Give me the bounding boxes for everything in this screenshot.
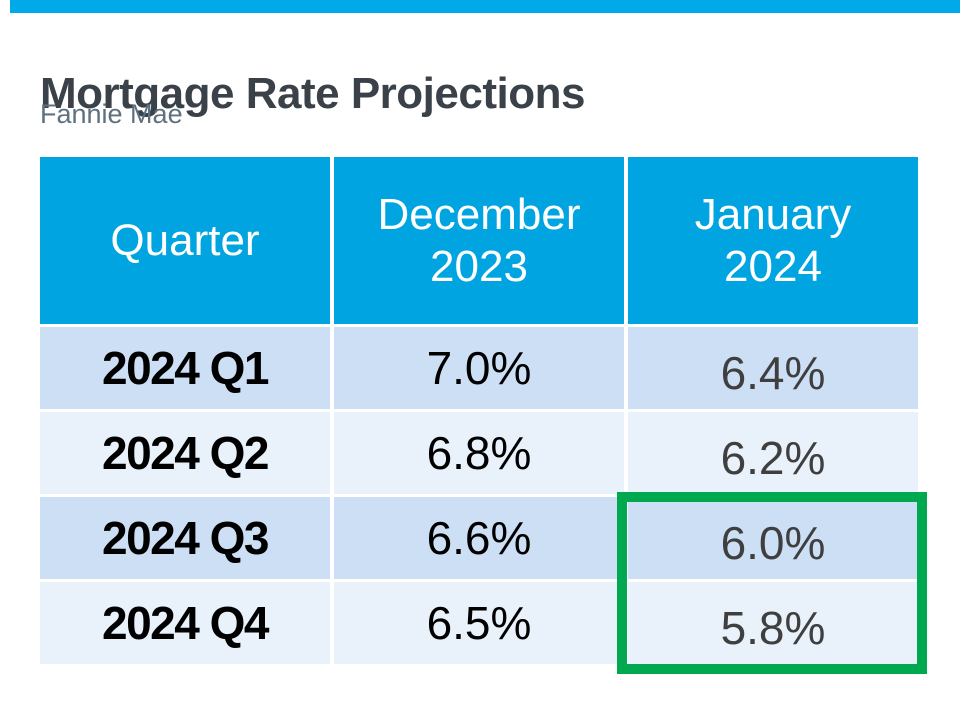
page-title: Mortgage Rate Projections <box>40 69 585 119</box>
quarter-label: 2024 Q2 <box>40 412 330 494</box>
table-header-row: Quarter December 2023 January 2024 <box>40 157 918 324</box>
quarter-label: 2024 Q4 <box>40 582 330 664</box>
quarter-label: 2024 Q1 <box>40 327 330 409</box>
january-value: 6.0% <box>628 497 918 579</box>
highlight-rectangle <box>617 492 927 674</box>
table-row: 2024 Q1 7.0% 6.4% <box>40 327 918 409</box>
january-value: 6.2% <box>628 412 918 494</box>
table-row: 2024 Q3 6.6% 6.0% <box>40 497 918 579</box>
column-header-january-2024: January 2024 <box>628 157 918 324</box>
table-row: 2024 Q2 6.8% 6.2% <box>40 412 918 494</box>
page-subtitle: Fannie Mae <box>40 99 183 129</box>
table-row: 2024 Q4 6.5% 5.8% <box>40 582 918 664</box>
december-value: 6.5% <box>334 582 624 664</box>
column-header-december-2023: December 2023 <box>334 157 624 324</box>
mortgage-rate-table: Quarter December 2023 January 2024 2024 … <box>36 154 922 667</box>
quarter-label: 2024 Q3 <box>40 497 330 579</box>
december-value: 7.0% <box>334 327 624 409</box>
january-value: 6.4% <box>628 327 918 409</box>
january-value: 5.8% <box>628 582 918 664</box>
december-value: 6.8% <box>334 412 624 494</box>
december-value: 6.6% <box>334 497 624 579</box>
accent-bar <box>10 0 960 13</box>
column-header-quarter: Quarter <box>40 157 330 324</box>
